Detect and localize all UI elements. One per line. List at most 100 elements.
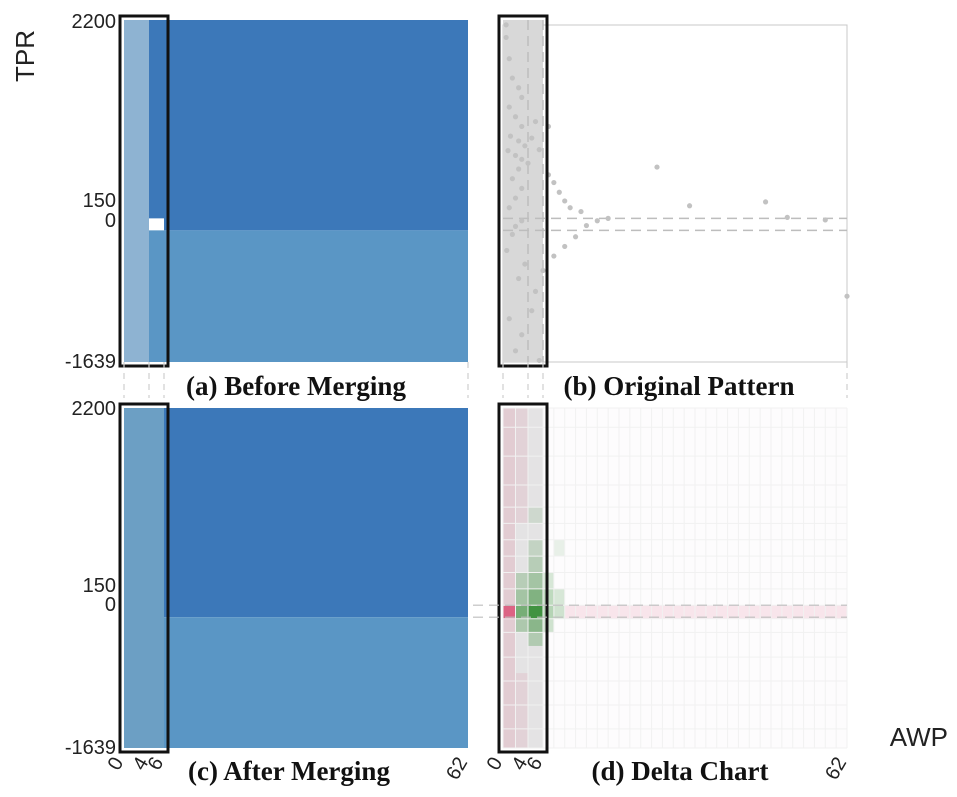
data-point-31 <box>605 215 611 221</box>
heatmap-cell-2 <box>515 605 528 619</box>
data-point-46 <box>509 231 515 237</box>
data-point-36 <box>551 253 557 259</box>
data-point-0 <box>503 22 509 28</box>
y-tick-top-150: 150 <box>83 190 116 212</box>
heatmap-cell-22 <box>503 618 516 748</box>
caption-delta-chart: (d) Delta Chart <box>592 756 769 786</box>
heatmap-cell-13 <box>553 588 565 606</box>
heatmap-cell-12 <box>553 605 565 619</box>
heatmap-cell-23 <box>515 408 528 524</box>
data-point-49 <box>506 205 512 211</box>
caption-before-merging: (a) Before Merging <box>186 371 406 401</box>
data-point-55 <box>536 357 542 364</box>
data-point-29 <box>822 217 828 223</box>
heatmap-cell-5 <box>528 618 543 633</box>
data-point-32 <box>594 218 600 224</box>
plot-frame <box>502 24 848 363</box>
y-axis-label: TPR <box>10 30 40 82</box>
data-point-22 <box>562 198 568 204</box>
data-point-42 <box>506 316 512 322</box>
heatmap-cell-6 <box>515 618 528 633</box>
heatmap-cell-2 <box>164 617 468 748</box>
data-point-37 <box>540 267 546 274</box>
data-point-10 <box>522 143 528 149</box>
y-tick-bottom-1639: -1639 <box>65 737 116 759</box>
heatmap-cell-11 <box>528 556 543 573</box>
data-point-47 <box>512 223 519 229</box>
data-point-2 <box>509 75 515 81</box>
data-point-26 <box>686 203 693 209</box>
heatmap-cell-3 <box>164 20 468 231</box>
heatmap-cell-1 <box>528 605 543 619</box>
data-point-44 <box>522 261 528 267</box>
caption-after-merging: (c) After Merging <box>188 756 390 786</box>
selection-box <box>497 402 549 754</box>
heatmap-cell-16 <box>528 539 543 557</box>
data-point-23 <box>567 205 573 211</box>
selection-box <box>497 14 549 368</box>
panel-before-merging <box>118 14 468 368</box>
heatmap-cell-9 <box>528 572 543 589</box>
data-point-8 <box>507 133 514 139</box>
data-point-11 <box>505 148 511 154</box>
data-point-35 <box>562 243 568 250</box>
data-point-45 <box>504 247 510 254</box>
data-point-52 <box>509 176 515 182</box>
data-point-5 <box>506 104 512 110</box>
data-point-1 <box>506 56 512 62</box>
data-point-13 <box>519 156 525 162</box>
heatmap-cell-0 <box>124 408 164 748</box>
data-point-7 <box>519 123 525 130</box>
selection-box <box>118 402 170 754</box>
data-point-53 <box>516 166 522 172</box>
data-point-24 <box>578 208 584 215</box>
data-point-54 <box>503 34 509 41</box>
heatmap-cell-2 <box>149 230 164 362</box>
selected-region <box>503 408 543 748</box>
y-tick-top-0: 0 <box>105 210 116 232</box>
panel-original-pattern <box>497 14 850 368</box>
y-tick-top-1639: -1639 <box>65 351 116 373</box>
data-point-4 <box>519 94 525 101</box>
y-tick-bottom-2200: 2200 <box>72 398 117 420</box>
data-point-50 <box>512 195 519 201</box>
data-point-38 <box>532 288 539 295</box>
panel-delta-chart <box>473 402 848 754</box>
heatmap-cell-0 <box>503 605 516 619</box>
x-tick-right-62: 62 <box>821 754 851 784</box>
heatmap-cell-19 <box>553 539 565 557</box>
data-point-6 <box>512 114 519 120</box>
heatmap-cell-1 <box>149 20 164 219</box>
data-point-51 <box>519 185 525 191</box>
data-point-9 <box>516 138 522 144</box>
data-point-34 <box>572 234 579 240</box>
data-point-41 <box>512 348 519 354</box>
heatmap-cell-24 <box>515 673 528 748</box>
heatmap-cell-3 <box>528 588 543 606</box>
dashed-guides <box>123 362 848 398</box>
y-tick-bottom-150: 150 <box>83 575 116 597</box>
data-point-15 <box>529 135 535 141</box>
data-point-25 <box>654 164 660 170</box>
y-tick-bottom-0: 0 <box>105 594 116 616</box>
data-point-3 <box>516 85 522 91</box>
plot-frame <box>502 407 848 749</box>
x-tick-left-0: 0 <box>104 754 129 775</box>
data-point-14 <box>525 160 531 166</box>
data-point-21 <box>556 189 562 195</box>
data-point-28 <box>784 214 790 220</box>
heatmap-cell-14 <box>528 632 543 646</box>
data-point-16 <box>532 118 539 125</box>
data-point-18 <box>536 147 542 153</box>
x-tick-right-0: 0 <box>483 754 508 775</box>
selected-region <box>503 20 543 362</box>
data-point-33 <box>583 222 590 229</box>
heatmap-cell-18 <box>528 507 543 524</box>
data-point-39 <box>529 308 535 314</box>
caption-original-pattern: (b) Original Pattern <box>564 371 795 401</box>
y-tick-top-2200: 2200 <box>72 11 117 33</box>
heatmap-cell-10 <box>515 572 528 589</box>
heatmap-cell-1 <box>164 408 468 618</box>
panel-after-merging <box>118 402 468 754</box>
data-point-30 <box>844 293 850 299</box>
